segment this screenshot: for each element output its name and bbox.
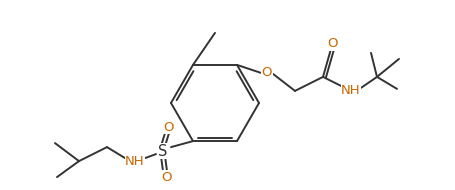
Text: O: O (162, 171, 172, 184)
Text: NH: NH (125, 155, 145, 168)
Text: S: S (158, 144, 167, 159)
Text: O: O (261, 66, 272, 79)
Text: O: O (163, 121, 174, 134)
Text: O: O (327, 37, 338, 50)
Text: NH: NH (340, 84, 360, 97)
